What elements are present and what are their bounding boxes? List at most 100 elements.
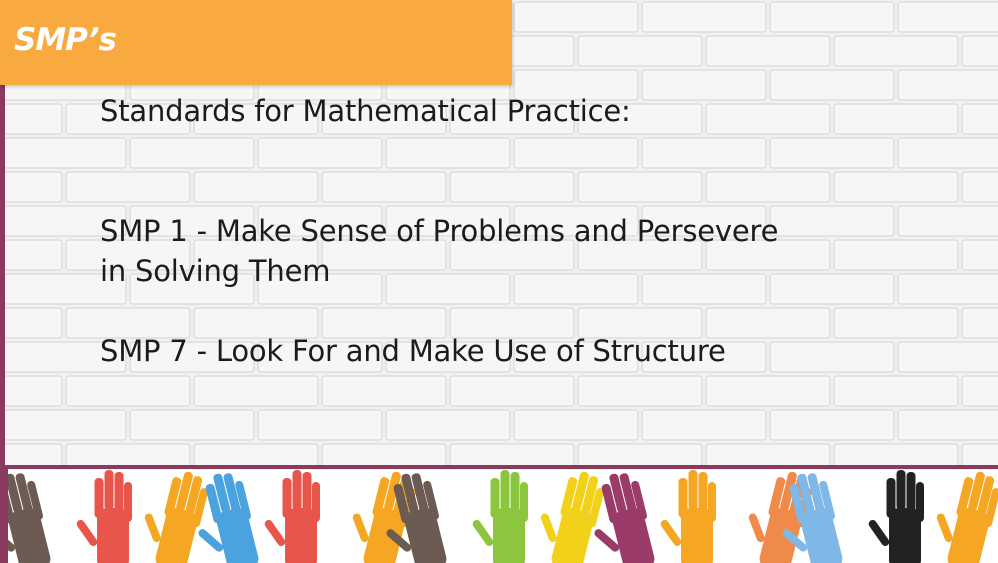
brick — [961, 35, 998, 67]
brick — [897, 205, 998, 237]
brick — [641, 205, 767, 237]
brick — [193, 103, 319, 135]
hand-icon — [540, 471, 604, 563]
brick — [257, 205, 383, 237]
brick — [1, 137, 127, 169]
title-banner: SMP’s — [0, 0, 512, 85]
brick — [641, 137, 767, 169]
brick — [833, 239, 959, 271]
brick — [705, 307, 831, 339]
hand-icon — [868, 470, 924, 563]
brick — [961, 239, 998, 271]
brick — [0, 375, 63, 407]
brick — [577, 239, 703, 271]
hand-icon — [660, 470, 716, 563]
brick — [321, 103, 447, 135]
brick — [193, 307, 319, 339]
brick — [897, 137, 998, 169]
brick — [0, 103, 63, 135]
hand-icon — [472, 470, 528, 563]
brick — [705, 239, 831, 271]
brick — [705, 375, 831, 407]
footer-hands-band — [8, 470, 998, 563]
brick — [513, 409, 639, 441]
footer-divider — [0, 465, 998, 469]
brick — [0, 171, 63, 203]
brick — [0, 239, 63, 271]
hand-icon — [782, 473, 843, 563]
brick — [577, 103, 703, 135]
hand-icon — [144, 471, 208, 563]
brick — [513, 69, 639, 101]
smp7-text: SMP 7 - Look For and Make Use of Structu… — [100, 334, 726, 368]
brick — [193, 443, 319, 465]
brick — [769, 273, 895, 305]
brick — [321, 375, 447, 407]
smp1-text-line2: in Solving Them — [100, 254, 331, 288]
brick — [385, 409, 511, 441]
brick — [705, 171, 831, 203]
brick — [769, 137, 895, 169]
slide-title: SMP’s — [14, 22, 117, 58]
hand-icon — [8, 473, 51, 563]
brick — [65, 239, 191, 271]
brick — [129, 137, 255, 169]
brick — [0, 443, 63, 465]
brick — [449, 171, 575, 203]
brick — [129, 341, 255, 373]
brick-wall-background — [0, 1, 998, 465]
brick — [577, 443, 703, 465]
footer-left-border — [0, 469, 8, 563]
brick — [705, 443, 831, 465]
brick — [705, 35, 831, 67]
brick — [577, 375, 703, 407]
hand-icon — [264, 470, 320, 563]
brick — [0, 307, 63, 339]
brick — [513, 273, 639, 305]
brick — [961, 103, 998, 135]
brick — [641, 409, 767, 441]
hand-icon — [594, 473, 655, 563]
brick — [257, 341, 383, 373]
brick — [705, 103, 831, 135]
brick — [129, 273, 255, 305]
brick — [769, 409, 895, 441]
brick — [193, 171, 319, 203]
brick — [385, 341, 511, 373]
brick — [833, 443, 959, 465]
brick — [833, 375, 959, 407]
brick — [449, 375, 575, 407]
brick — [321, 239, 447, 271]
brick — [65, 171, 191, 203]
brick — [961, 443, 998, 465]
brick — [65, 103, 191, 135]
brick — [385, 273, 511, 305]
hand-icon — [76, 470, 132, 563]
hand-icon — [198, 473, 259, 563]
slide-heading: Standards for Mathematical Practice: — [100, 94, 631, 128]
brick — [449, 103, 575, 135]
brick — [833, 307, 959, 339]
brick — [257, 137, 383, 169]
brick — [385, 137, 511, 169]
brick — [321, 171, 447, 203]
brick — [641, 69, 767, 101]
brick — [897, 69, 998, 101]
brick — [961, 171, 998, 203]
brick — [385, 205, 511, 237]
hand-icon — [386, 473, 447, 563]
brick — [193, 375, 319, 407]
brick — [769, 205, 895, 237]
brick — [449, 443, 575, 465]
brick — [321, 443, 447, 465]
brick — [257, 273, 383, 305]
brick — [1, 409, 127, 441]
brick — [833, 103, 959, 135]
brick — [641, 1, 767, 33]
brick — [833, 35, 959, 67]
brick — [193, 239, 319, 271]
brick — [769, 69, 895, 101]
brick — [961, 375, 998, 407]
raised-hands-illustration — [8, 470, 998, 563]
